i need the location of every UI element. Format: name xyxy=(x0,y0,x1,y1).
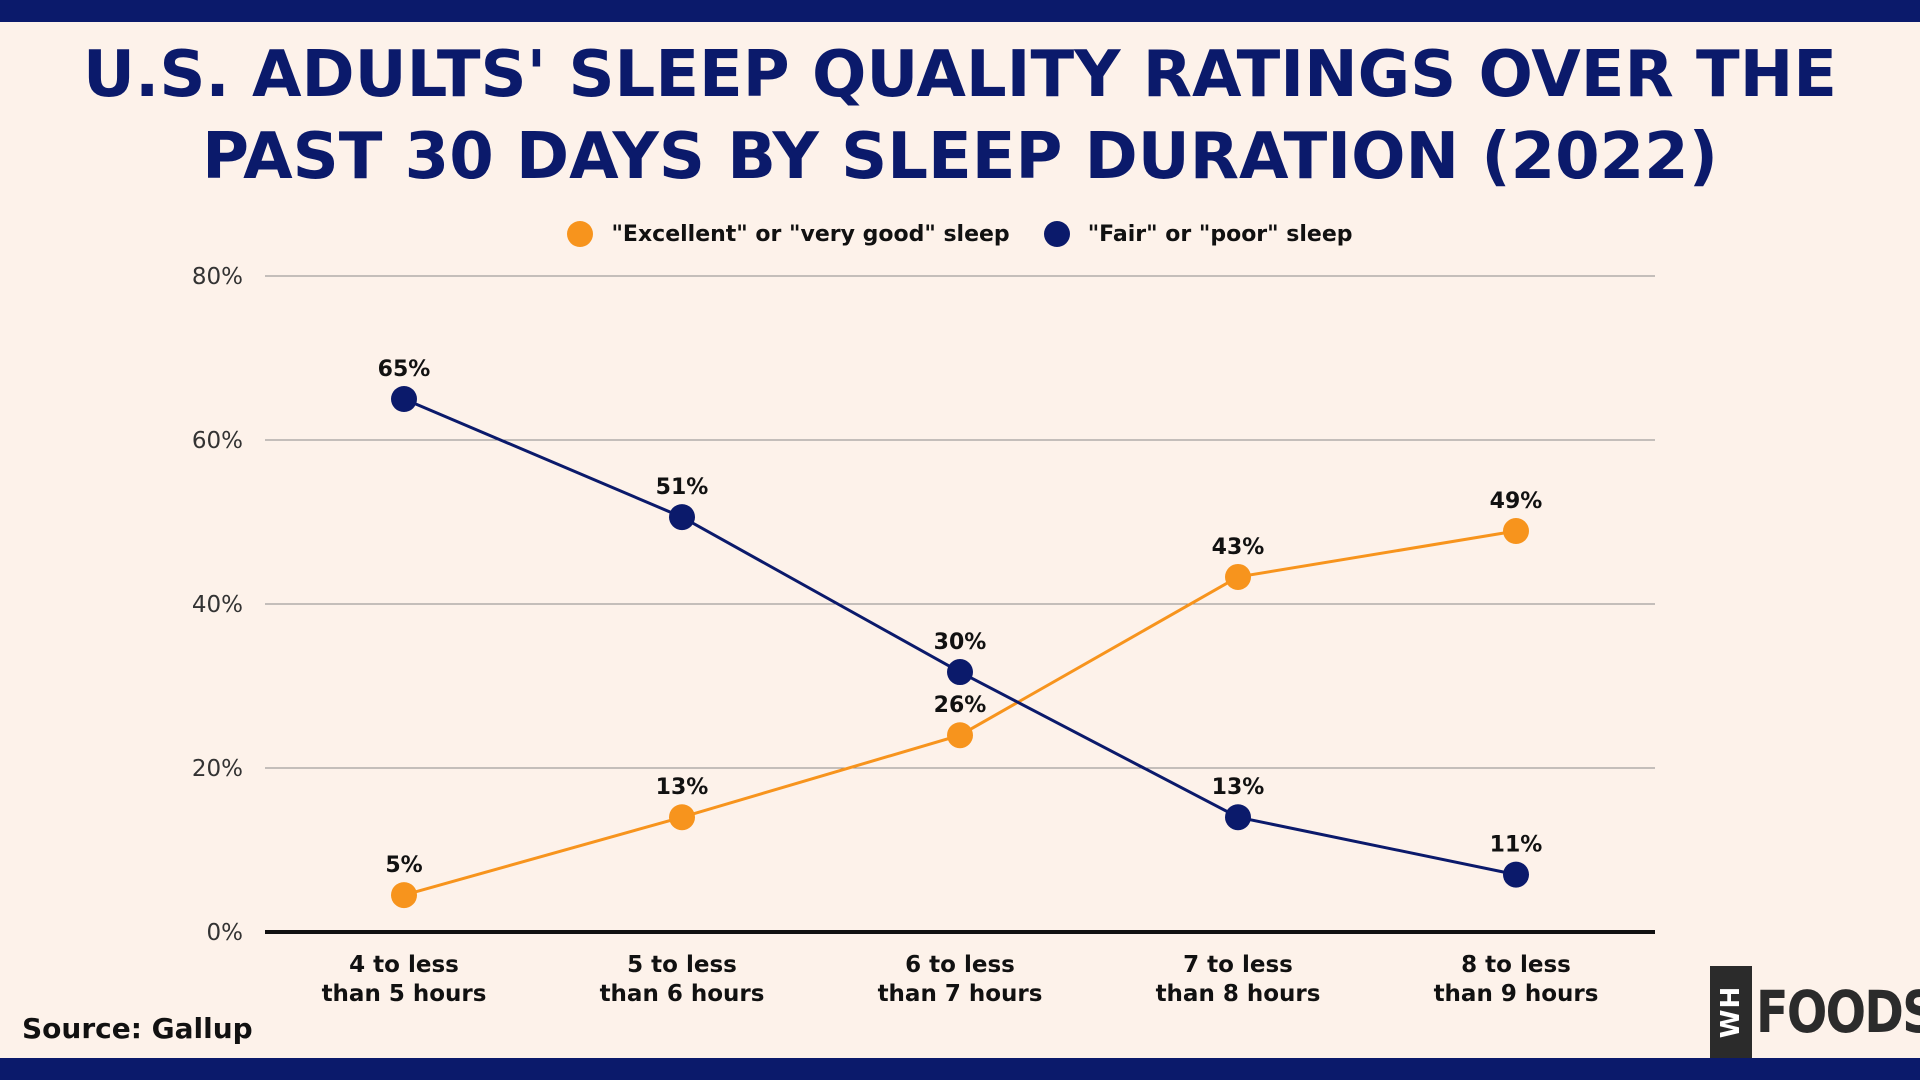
logo-box-text: WH xyxy=(1716,985,1747,1039)
legend-item-fair-poor: "Fair" or "poor" sleep xyxy=(1043,221,1353,247)
data-label-excellent-5: 49% xyxy=(1490,489,1543,514)
y-tick-label-0: 0% xyxy=(207,920,244,946)
y-tick-label-80: 80% xyxy=(192,264,243,290)
data-label-fair-poor-3: 30% xyxy=(934,630,987,655)
x-tick-label-5: 8 to less than 9 hours xyxy=(1434,952,1599,1007)
data-label-excellent-2: 13% xyxy=(656,775,709,800)
y-tick-label-40: 40% xyxy=(192,592,243,618)
data-point-fair-poor-3 xyxy=(947,659,973,686)
bottom-banner-bar xyxy=(0,1058,1920,1080)
data-point-excellent-4 xyxy=(1225,563,1251,590)
x-tick-label-1: 4 to less than 5 hours xyxy=(322,952,487,1007)
x-tick-label-1-line-1: 4 to less xyxy=(349,952,459,978)
x-tick-label-5-line-2: than 9 hours xyxy=(1434,981,1599,1007)
y-tick-label-20: 20% xyxy=(192,756,243,782)
x-tick-label-3-line-1: 6 to less xyxy=(905,952,1015,978)
data-point-fair-poor-5 xyxy=(1503,861,1529,888)
data-label-fair-poor-1: 65% xyxy=(378,357,431,382)
chart-title: U.S. ADULTS' SLEEP QUALITY RATINGS OVER … xyxy=(0,34,1920,198)
x-tick-label-2-line-1: 5 to less xyxy=(627,952,737,978)
x-tick-label-4-line-2: than 8 hours xyxy=(1156,981,1321,1007)
x-tick-label-5-line-1: 8 to less xyxy=(1461,952,1571,978)
chart-title-line-1: U.S. ADULTS' SLEEP QUALITY RATINGS OVER … xyxy=(83,38,1837,112)
legend-label-fair-poor: "Fair" or "poor" sleep xyxy=(1087,221,1353,247)
x-tick-label-1-line-2: than 5 hours xyxy=(322,981,487,1007)
y-tick-label-60: 60% xyxy=(192,428,243,454)
whfoods-logo: WH FOODS xyxy=(1710,966,1920,1058)
x-tick-label-2: 5 to less than 6 hours xyxy=(600,952,765,1007)
data-label-fair-poor-4: 13% xyxy=(1212,775,1265,800)
legend-label-excellent: "Excellent" or "very good" sleep xyxy=(611,221,1010,247)
x-tick-label-3: 6 to less than 7 hours xyxy=(878,952,1043,1007)
data-label-excellent-1: 5% xyxy=(385,853,422,878)
data-point-fair-poor-1 xyxy=(391,386,417,412)
data-point-excellent-3 xyxy=(947,722,973,749)
x-tick-label-4: 7 to less than 8 hours xyxy=(1156,952,1321,1007)
logo-text: FOODS xyxy=(1756,978,1920,1046)
data-label-fair-poor-5: 11% xyxy=(1490,833,1543,858)
data-label-excellent-3: 26% xyxy=(934,693,987,718)
x-tick-label-2-line-2: than 6 hours xyxy=(600,981,765,1007)
top-banner-bar xyxy=(0,0,1920,22)
data-label-excellent-4: 43% xyxy=(1212,535,1265,560)
legend-marker-excellent xyxy=(567,221,594,247)
chart-legend: "Excellent" or "very good" sleep "Fair" … xyxy=(0,216,1920,252)
data-label-fair-poor-2: 51% xyxy=(656,475,709,500)
chart-title-line-2: PAST 30 DAYS BY SLEEP DURATION (2022) xyxy=(202,120,1718,194)
data-point-excellent-5 xyxy=(1503,518,1529,545)
source-note: Source: Gallup xyxy=(22,1012,253,1045)
data-point-fair-poor-2 xyxy=(669,504,695,531)
logo-box: WH xyxy=(1710,966,1752,1058)
data-point-fair-poor-4 xyxy=(1225,804,1251,831)
data-point-excellent-2 xyxy=(669,804,695,831)
x-tick-label-3-line-2: than 7 hours xyxy=(878,981,1043,1007)
legend-marker-fair-poor xyxy=(1043,221,1070,247)
data-point-excellent-1 xyxy=(391,882,417,909)
legend-item-excellent: "Excellent" or "very good" sleep xyxy=(567,221,1010,247)
x-tick-label-4-line-1: 7 to less xyxy=(1183,952,1293,978)
